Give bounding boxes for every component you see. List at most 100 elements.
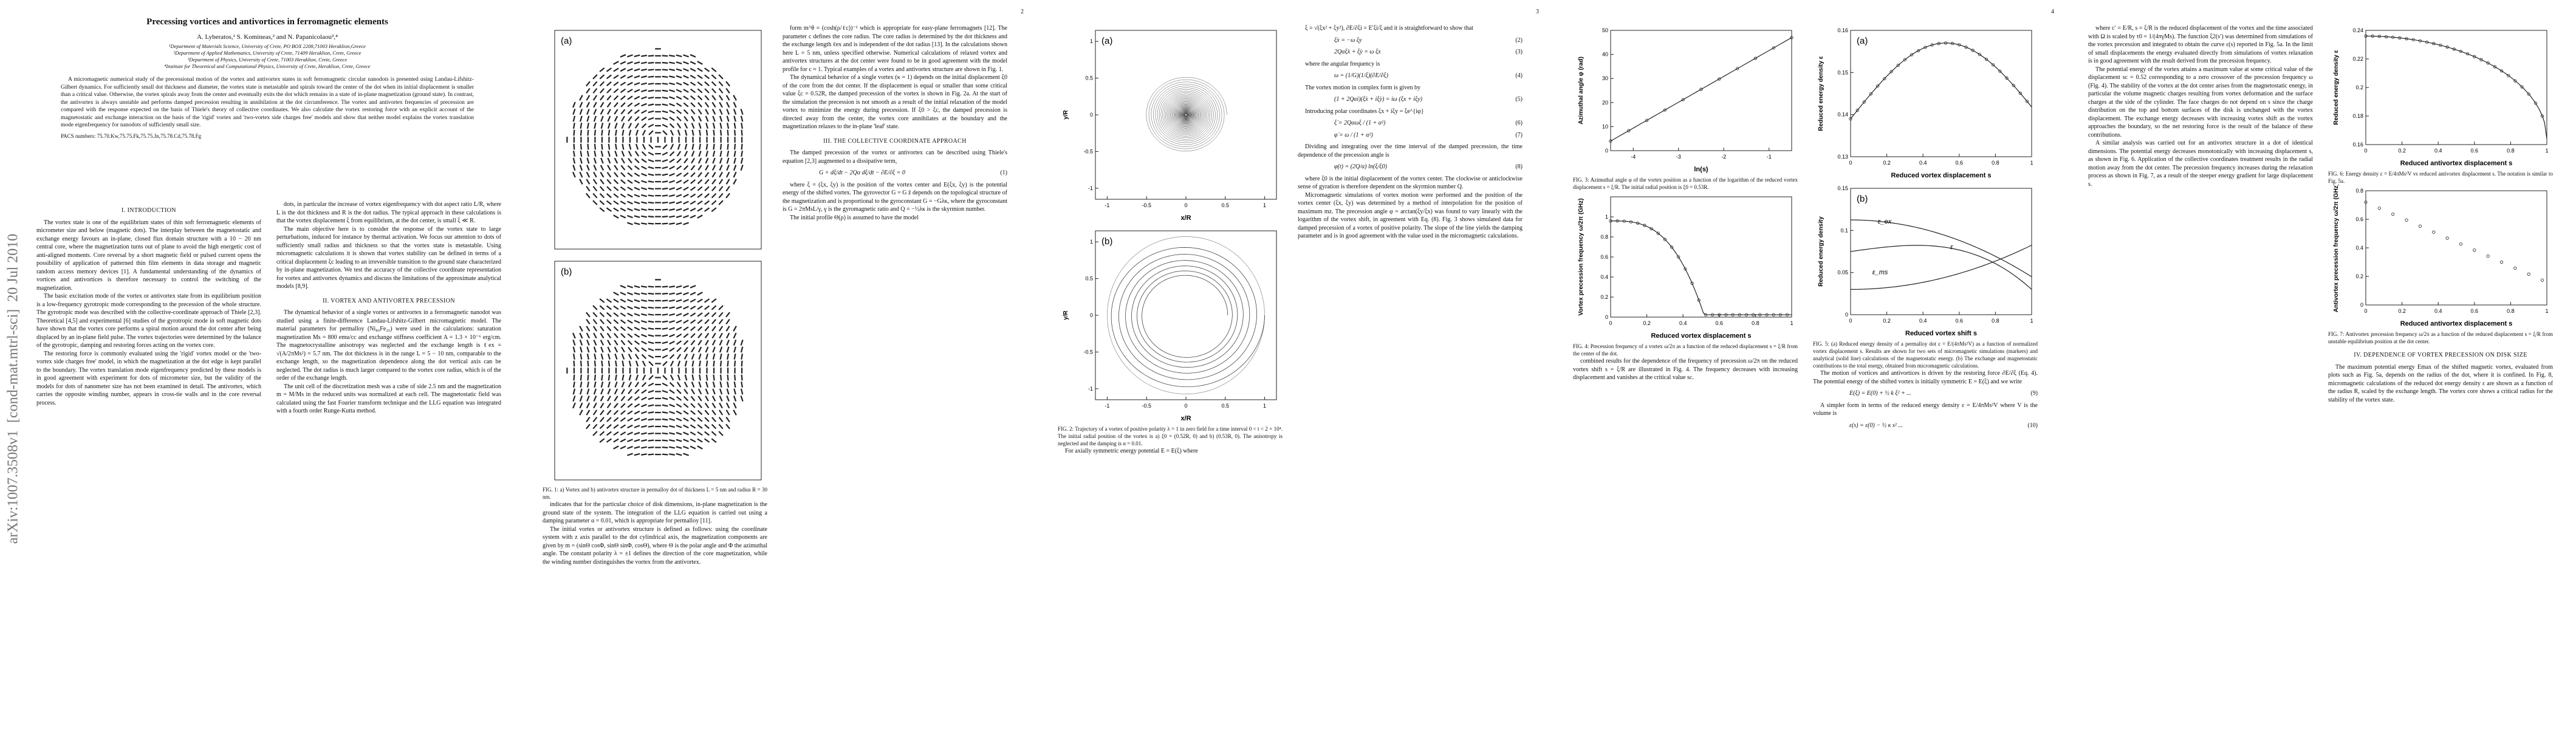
spin-arrow <box>662 194 668 197</box>
spin-arrow <box>648 144 654 149</box>
spin-arrow <box>580 388 583 395</box>
spin-arrow <box>697 81 703 86</box>
spin-arrow <box>613 186 619 191</box>
y-tick-label: 0.15 <box>1837 185 1848 191</box>
spin-arrow <box>587 360 589 367</box>
spin-arrow <box>683 123 688 129</box>
spin-arrow <box>579 179 583 185</box>
plot-frame <box>2365 30 2547 145</box>
curve <box>1850 245 2032 290</box>
spin-arrow <box>613 193 619 198</box>
spin-arrow <box>586 165 590 171</box>
spin-arrow <box>676 334 682 338</box>
spin-arrow <box>593 171 597 178</box>
spin-arrow <box>669 389 675 394</box>
spin-arrow <box>676 215 682 218</box>
spin-arrow <box>627 439 633 442</box>
spin-arrow <box>683 95 689 100</box>
spin-arrow <box>683 382 688 388</box>
spin-arrow <box>662 411 668 414</box>
y-tick-label: 20 <box>1602 100 1608 106</box>
x-axis-label: Reduced antivortex displacement s <box>2400 320 2513 327</box>
spin-arrow <box>718 200 724 205</box>
spin-arrow <box>733 332 737 339</box>
spin-arrow <box>586 151 589 157</box>
spin-arrow <box>697 200 703 205</box>
spin-arrow <box>586 109 590 115</box>
spin-arrow <box>641 96 647 100</box>
spin-arrow <box>648 397 654 400</box>
marker <box>1785 313 1789 317</box>
spin-arrow <box>704 332 710 339</box>
spin-arrow <box>641 347 647 352</box>
spin-arrow <box>676 439 682 442</box>
spin-arrow <box>740 109 744 115</box>
marker <box>1677 255 1680 259</box>
spin-arrow <box>606 319 612 324</box>
spin-arrow <box>572 157 576 164</box>
spin-arrow <box>740 395 744 402</box>
spin-arrow <box>614 165 618 171</box>
spin-arrow <box>690 186 696 191</box>
marker <box>1615 219 1619 223</box>
marker <box>2533 101 2537 105</box>
marker <box>1992 63 1995 67</box>
spin-arrow <box>676 187 682 191</box>
paragraph: Micromagnetic simulations of vortex moti… <box>1298 191 1523 240</box>
figure-panel: -4 -3 -2 -1 0 10 20 30 40 50 ln(s) Azimuthal angle … <box>1578 27 1793 173</box>
panel-label: (b) <box>561 267 572 277</box>
spin-arrow <box>662 201 668 204</box>
spin-arrow <box>599 305 605 310</box>
spin-arrow <box>676 453 682 456</box>
spin-arrow <box>648 453 654 456</box>
spin-arrow <box>691 151 695 157</box>
spin-arrow <box>712 388 716 395</box>
spin-arrow <box>690 54 696 58</box>
x-tick-label: 0.6 <box>1956 160 1964 166</box>
spin-arrow <box>740 346 744 353</box>
plot-frame <box>1850 30 2032 157</box>
spin-arrow <box>620 417 626 422</box>
spin-arrow <box>718 417 724 423</box>
marker <box>1978 52 1981 56</box>
marker <box>1758 313 1762 317</box>
spin-arrow <box>704 171 710 178</box>
spin-arrow <box>607 340 611 346</box>
spin-arrow <box>718 423 724 430</box>
spin-arrow <box>620 214 626 219</box>
marker <box>2486 61 2490 65</box>
paragraph: A simpler form in terms of the reduced e… <box>1813 402 2038 417</box>
spin-arrow <box>606 409 612 416</box>
spin-arrow <box>620 61 626 65</box>
spin-arrow <box>586 318 591 325</box>
text-column: dots, in particular the increase of vort… <box>276 200 501 717</box>
spin-arrow <box>620 306 626 310</box>
spin-arrow <box>634 179 640 184</box>
spin-arrow <box>601 143 603 150</box>
spin-arrow <box>711 165 716 171</box>
spin-arrow <box>599 438 605 443</box>
spin-arrow <box>648 389 654 394</box>
spin-arrow <box>599 74 605 80</box>
equation-body: G × dξ/dt − 2Qα dξ/dt − ∂E/∂ξ = 0 <box>819 169 905 176</box>
spin-arrow <box>669 123 675 129</box>
spin-arrow <box>690 403 696 408</box>
spin-arrow <box>607 395 611 402</box>
y-tick-label: 0.2 <box>2355 84 2363 91</box>
spin-arrow <box>683 424 689 429</box>
spin-arrow <box>662 334 668 337</box>
spin-arrow <box>614 151 618 157</box>
spin-arrow <box>634 151 640 157</box>
spin-arrow <box>690 326 696 331</box>
spin-arrow <box>669 187 675 190</box>
spin-arrow <box>635 143 639 150</box>
spin-arrow <box>613 214 619 219</box>
spin-arrow <box>620 207 626 212</box>
spin-arrow <box>711 305 717 310</box>
paragraph: The main objective here is to consider t… <box>276 225 501 290</box>
y-tick-label: 0.2 <box>2355 273 2363 279</box>
spin-arrow <box>669 432 675 435</box>
equation-body: ξ̇ = 2Qαωξ / (1 + α²) <box>1334 120 1386 126</box>
spin-arrow <box>648 97 654 99</box>
spin-arrow <box>641 425 647 428</box>
